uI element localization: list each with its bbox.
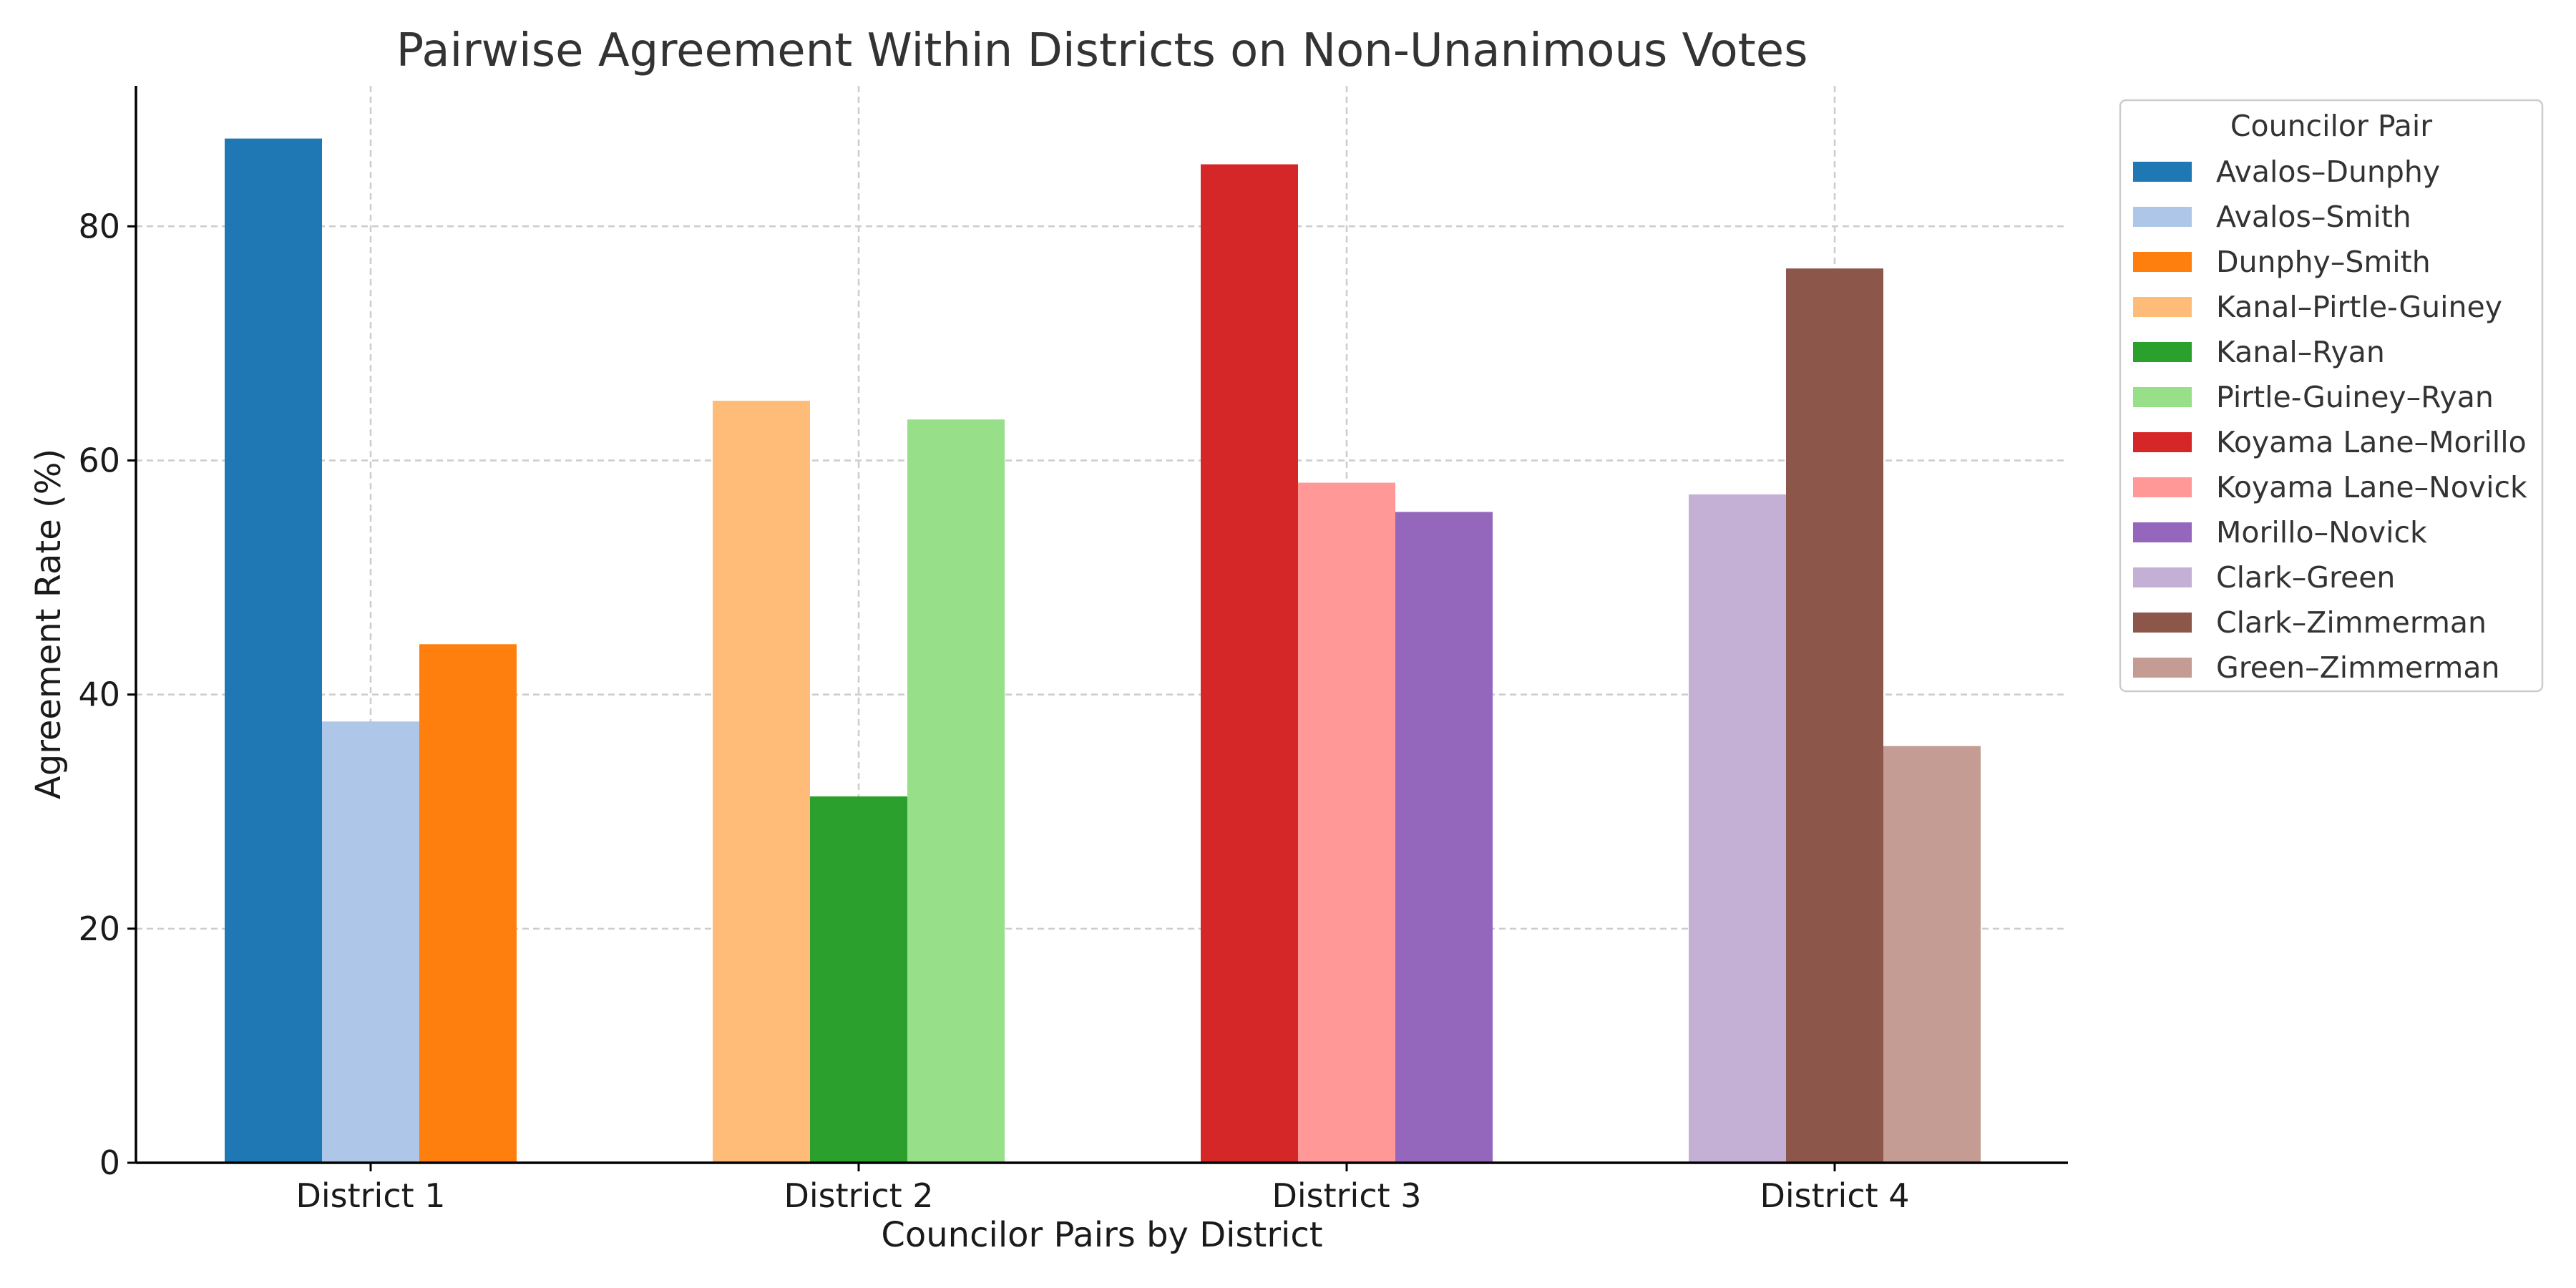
legend-swatch: [2133, 207, 2192, 227]
bar-avalos-smith: [322, 721, 419, 1163]
bar-kanal-pirtle-guiney: [713, 401, 810, 1163]
legend-label: Clark–Zimmerman: [2216, 605, 2487, 640]
axes: 0 20 40 60 80 District 1 District 2 District 3 D…: [78, 86, 2068, 1215]
legend-swatch: [2133, 613, 2192, 633]
x-tick-label: District 1: [296, 1176, 445, 1215]
y-tick-label: 60: [78, 441, 120, 479]
x-tick-label: District 4: [1760, 1176, 1909, 1215]
legend-label: Green–Zimmerman: [2216, 650, 2499, 685]
chart-title: Pairwise Agreement Within Districts on N…: [396, 24, 1808, 77]
bar-avalos-dunphy: [225, 138, 322, 1163]
legend-swatch: [2133, 567, 2192, 587]
y-tick-label: 40: [78, 675, 120, 714]
bar-dunphy-smith: [419, 644, 517, 1163]
bar-clark-zimmerman: [1786, 268, 1883, 1163]
legend-label: Avalos–Smith: [2216, 200, 2411, 234]
y-tick-label: 80: [78, 207, 120, 245]
legend-label: Avalos–Dunphy: [2216, 155, 2440, 189]
bar-koyama-lane-morillo: [1201, 164, 1298, 1163]
legend-swatch: [2133, 477, 2192, 497]
bar-green-zimmerman: [1883, 746, 1981, 1163]
legend: Councilor Pair Avalos–Dunphy Avalos–Smith D…: [2119, 99, 2544, 693]
legend-swatch: [2133, 162, 2192, 182]
legend-swatch: [2133, 342, 2192, 362]
y-tick-label: 0: [99, 1143, 120, 1182]
legend-swatch: [2133, 432, 2192, 452]
legend-frame: [2119, 99, 2544, 693]
legend-swatch: [2133, 297, 2192, 317]
legend-swatch: [2133, 252, 2192, 272]
legend-swatch: [2133, 658, 2192, 678]
legend-swatch: [2133, 522, 2192, 542]
legend-label: Kanal–Ryan: [2216, 335, 2385, 369]
legend-label: Dunphy–Smith: [2216, 245, 2431, 279]
legend-label: Koyama Lane–Morillo: [2216, 425, 2527, 459]
legend-label: Kanal–Pirtle-Guiney: [2216, 290, 2502, 324]
bars: [225, 138, 1981, 1163]
y-tick-label: 20: [78, 909, 120, 948]
legend-title: Councilor Pair: [2230, 109, 2432, 143]
bar-morillo-novick: [1395, 512, 1493, 1163]
bar-kanal-ryan: [810, 796, 907, 1163]
legend-label: Clark–Green: [2216, 560, 2395, 595]
legend-label: Koyama Lane–Novick: [2216, 470, 2527, 504]
legend-label: Pirtle-Guiney–Ryan: [2216, 380, 2494, 414]
legend-swatch: [2133, 387, 2192, 407]
bar-pirtle-guiney-ryan: [907, 419, 1005, 1163]
bar-koyama-lane-novick: [1298, 482, 1395, 1163]
x-axis-label: Councilor Pairs by District: [881, 1215, 1322, 1255]
bar-clark-green: [1689, 494, 1786, 1163]
legend-label: Morillo–Novick: [2216, 515, 2427, 550]
x-tick-label: District 2: [784, 1176, 933, 1215]
y-axis-label: Agreement Rate (%): [29, 449, 69, 799]
x-tick-label: District 3: [1272, 1176, 1421, 1215]
